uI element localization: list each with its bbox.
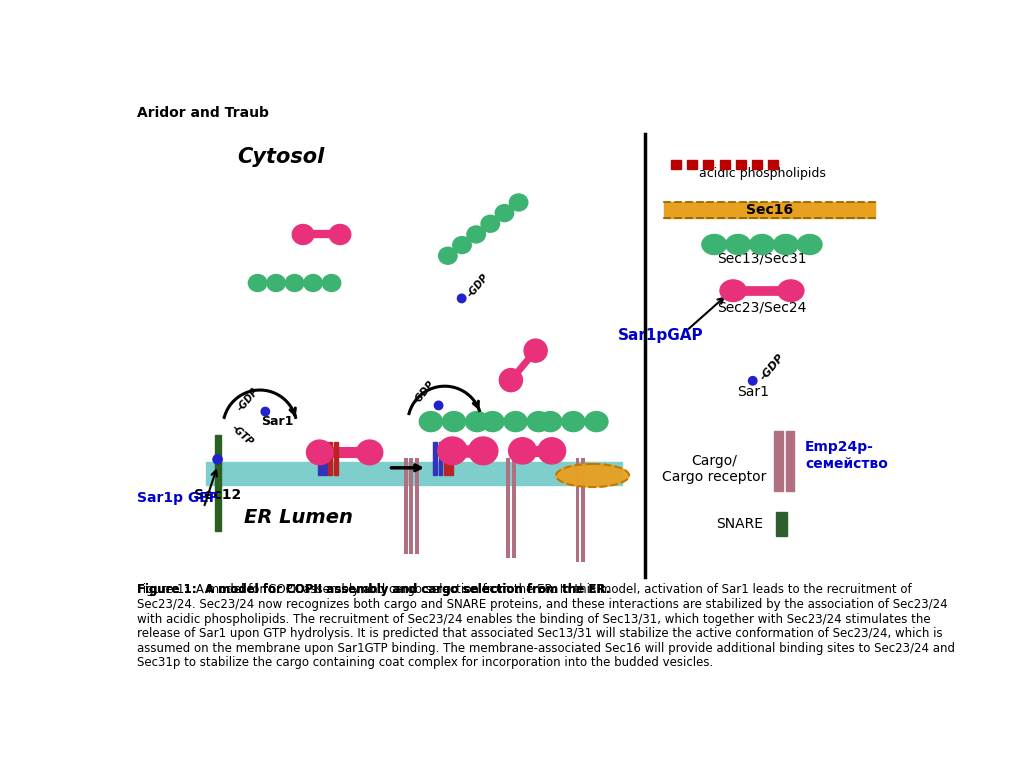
Bar: [774, 431, 782, 491]
Ellipse shape: [261, 407, 269, 416]
Text: Sec13/Sec31: Sec13/Sec31: [717, 252, 807, 266]
Ellipse shape: [538, 438, 565, 464]
Ellipse shape: [467, 226, 485, 243]
Ellipse shape: [773, 235, 798, 255]
Ellipse shape: [267, 275, 286, 291]
Text: -GTP: -GTP: [229, 423, 255, 447]
Text: Aridor and Traub: Aridor and Traub: [137, 106, 268, 120]
Ellipse shape: [434, 401, 442, 410]
Ellipse shape: [306, 440, 333, 465]
Ellipse shape: [562, 412, 585, 432]
Text: release of Sar1 upon GTP hydrolysis. It is predicted that associated Sec13/31 wi: release of Sar1 upon GTP hydrolysis. It …: [137, 627, 942, 640]
Text: Figure 1:  A model for COPII assembly and cargo selection from the ER. In this m: Figure 1: A model for COPII assembly and…: [137, 583, 911, 596]
Text: assumed on the membrane upon Sar1GTP binding. The membrane-associated Sec16 will: assumed on the membrane upon Sar1GTP bin…: [137, 642, 954, 655]
Ellipse shape: [524, 339, 547, 362]
Ellipse shape: [798, 235, 822, 255]
Bar: [438, 443, 442, 475]
Text: Cytosol: Cytosol: [238, 147, 325, 167]
Ellipse shape: [778, 280, 804, 301]
Bar: [334, 443, 338, 475]
Text: Sec31p to stabilize the cargo containing coat complex for incorporation into the: Sec31p to stabilize the cargo containing…: [137, 657, 713, 670]
Ellipse shape: [292, 225, 313, 245]
Bar: [785, 431, 795, 491]
Text: -GDP: -GDP: [758, 352, 785, 382]
Text: Sar1pGAP: Sar1pGAP: [617, 328, 703, 343]
Bar: [215, 435, 220, 531]
Ellipse shape: [720, 280, 746, 301]
Ellipse shape: [504, 412, 527, 432]
Bar: [317, 443, 322, 475]
Ellipse shape: [442, 412, 466, 432]
Ellipse shape: [539, 412, 562, 432]
Text: acidic phospholipids: acidic phospholipids: [698, 166, 825, 179]
Ellipse shape: [500, 369, 522, 392]
Text: Cargo/
Cargo receptor: Cargo/ Cargo receptor: [663, 454, 766, 485]
Bar: [776, 512, 787, 536]
Bar: [323, 443, 327, 475]
Bar: [450, 443, 454, 475]
Bar: [671, 160, 681, 169]
Bar: [433, 443, 437, 475]
Text: Sar1: Sar1: [736, 385, 769, 399]
Bar: [575, 458, 580, 561]
Ellipse shape: [509, 438, 537, 464]
Ellipse shape: [701, 235, 727, 255]
Bar: [703, 160, 714, 169]
Ellipse shape: [249, 275, 267, 291]
Text: Figure 1:  A model for COPII assembly and cargo selection from the ER.: Figure 1: A model for COPII assembly and…: [137, 583, 610, 596]
Text: Sec23/Sec24: Sec23/Sec24: [717, 301, 807, 314]
Text: -GDP: -GDP: [236, 386, 261, 413]
Text: SNARE: SNARE: [717, 517, 764, 531]
Text: Sar1p GEF: Sar1p GEF: [137, 492, 218, 505]
Ellipse shape: [438, 437, 467, 465]
Bar: [329, 443, 333, 475]
Text: Emp24p-
семейство: Emp24p- семейство: [805, 440, 888, 471]
Bar: [403, 458, 408, 554]
Bar: [410, 458, 413, 554]
Bar: [506, 458, 510, 558]
Ellipse shape: [286, 275, 304, 291]
Ellipse shape: [481, 412, 504, 432]
Ellipse shape: [304, 275, 323, 291]
Ellipse shape: [509, 194, 527, 211]
Ellipse shape: [527, 412, 550, 432]
Text: -GDP: -GDP: [412, 380, 437, 407]
Ellipse shape: [419, 412, 442, 432]
Bar: [512, 458, 515, 558]
Bar: [736, 160, 745, 169]
Ellipse shape: [330, 225, 351, 245]
Ellipse shape: [481, 216, 500, 232]
Text: ER Lumen: ER Lumen: [244, 509, 353, 527]
Bar: [720, 160, 730, 169]
Bar: [415, 458, 419, 554]
Ellipse shape: [585, 412, 608, 432]
Text: Sar1: Sar1: [261, 415, 293, 428]
Bar: [768, 160, 778, 169]
Ellipse shape: [469, 437, 498, 465]
Bar: [206, 462, 622, 485]
Text: Figure 1:  A model for COPII assembly and cargo selection from the ER.: Figure 1: A model for COPII assembly and…: [137, 583, 610, 596]
Ellipse shape: [213, 455, 222, 464]
Ellipse shape: [749, 377, 757, 385]
Ellipse shape: [453, 236, 471, 254]
Bar: [665, 202, 876, 218]
Bar: [687, 160, 697, 169]
Text: Sec16: Sec16: [746, 202, 794, 217]
Ellipse shape: [726, 235, 751, 255]
Ellipse shape: [438, 247, 457, 264]
Ellipse shape: [496, 205, 514, 222]
Bar: [752, 160, 762, 169]
Bar: [581, 458, 585, 561]
Text: with acidic phospholipids. The recruitment of Sec23/24 enables the binding of Se: with acidic phospholipids. The recruitme…: [137, 613, 931, 626]
Bar: [444, 443, 447, 475]
Text: Sec23/24. Sec23/24 now recognizes both cargo and SNARE proteins, and these inter: Sec23/24. Sec23/24 now recognizes both c…: [137, 598, 947, 611]
Ellipse shape: [750, 235, 774, 255]
Ellipse shape: [458, 295, 466, 303]
Ellipse shape: [323, 275, 341, 291]
Text: Sec12: Sec12: [194, 488, 242, 502]
Ellipse shape: [466, 412, 488, 432]
Ellipse shape: [356, 440, 383, 465]
Text: -GDP: -GDP: [466, 272, 492, 300]
Ellipse shape: [556, 464, 629, 487]
